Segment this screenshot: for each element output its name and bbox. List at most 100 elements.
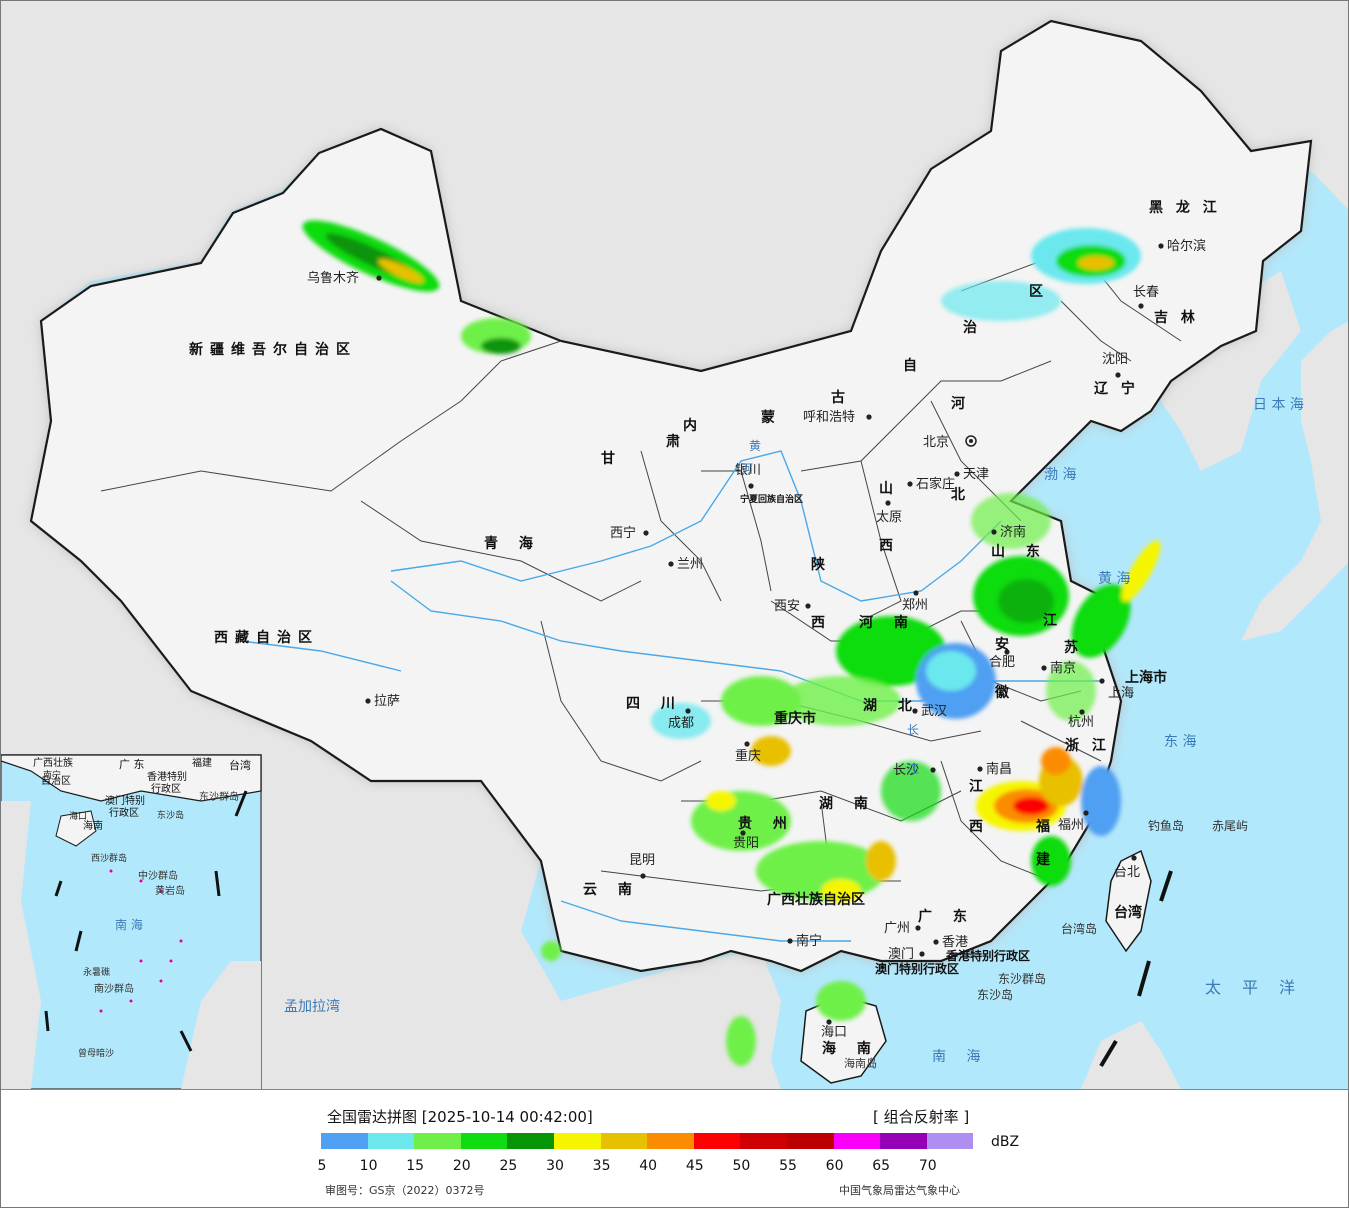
legend-tick-35: 35 (592, 1158, 611, 1174)
map-label-japan-sea: 日 本 海 (1253, 397, 1304, 413)
map-label-shaanxi1: 陕 (811, 556, 825, 573)
map-label-haikou: 海口 (821, 1025, 847, 1040)
map-label-xian: 西安 (774, 599, 800, 614)
map-label-huhehaote: 呼和浩特 (803, 410, 855, 425)
city-dot-nanning (787, 938, 793, 944)
city-dot-changchun (1138, 303, 1144, 309)
city-dot-chongqing-c (744, 741, 750, 747)
map-label-neimeng5: 治 (963, 319, 977, 336)
map-label-guiyang: 贵阳 (733, 836, 759, 851)
legend-swatch-45 (693, 1133, 741, 1149)
map-label-neimeng2: 蒙 (761, 409, 775, 426)
foreign-land-north (1, 1, 1348, 1089)
radar-echoes (302, 220, 1161, 1066)
legend-tick-20: 20 (452, 1158, 471, 1174)
city-dot-aomen (919, 951, 925, 957)
map-label-dongsha: 东沙群岛 (998, 971, 1046, 986)
map-label-i-macau2: 行政区 (109, 806, 139, 819)
map-label-i-guangdong: 广 东 (119, 758, 145, 771)
map-label-hefei: 合肥 (989, 655, 1015, 670)
map-label-chongqing-c: 重庆 (735, 748, 761, 764)
map-label-shaanxi2: 西 (811, 615, 825, 631)
map-label-yongshu: 永暑礁 (83, 966, 110, 978)
city-dot-chengdu (685, 708, 691, 714)
map-label-tianjin: 天津 (963, 467, 989, 482)
city-dot-nanchang (977, 766, 983, 772)
map-label-guangzhou: 广州 (884, 921, 910, 936)
map-label-inset-sea: 南 海 (115, 917, 143, 932)
map-label-neimeng1: 内 (683, 417, 697, 434)
map-label-taiyuan: 太原 (876, 510, 902, 525)
map-label-hangzhou: 杭州 (1068, 715, 1094, 730)
city-dot-kunming (640, 873, 646, 879)
map-label-bohai: 渤 海 (1044, 467, 1076, 483)
map-label-hubei: 湖 北 (863, 698, 920, 714)
taiwan-island (1105, 849, 1152, 953)
map-label-shenyang: 沈阳 (1102, 352, 1128, 367)
city-dot-harbin (1158, 243, 1164, 249)
foreign-land-philippines (1081, 1021, 1181, 1089)
map-label-guangxi: 广西壮族自治区 (767, 891, 865, 908)
city-dot-fuzhou (1083, 810, 1089, 816)
map-label-harbin: 哈尔滨 (1167, 238, 1206, 254)
legend-tick-5: 5 (317, 1158, 327, 1174)
map-label-jiangxi1: 江 (969, 778, 983, 795)
city-dot-nanjing (1041, 665, 1047, 671)
map-label-jiangxi2: 西 (969, 819, 983, 835)
legend-swatch-25 (507, 1133, 554, 1149)
map-label-shanghai: 上海市 (1125, 669, 1167, 686)
map-label-aomen: 澳门 (888, 946, 914, 962)
city-dot-taibei (1131, 855, 1137, 861)
map-label-hk: 香港特别行政区 (945, 948, 1030, 963)
map-label-shanghai-c: 上海 (1108, 686, 1134, 701)
map-label-liaoning: 辽 宁 (1094, 380, 1139, 397)
map-label-hongkong: 香港 (942, 935, 968, 950)
map-label-i-haikou: 海口 (69, 810, 87, 822)
map-label-su: 肃 (666, 433, 680, 450)
map-label-beijing: 北京 (923, 435, 949, 450)
legend-swatch-30 (553, 1133, 601, 1149)
map-label-xisha: 西沙群岛 (91, 852, 127, 864)
map-label-taibei: 台北 (1114, 865, 1140, 880)
map-label-heilongjiang: 黑 龙 江 (1149, 199, 1221, 216)
legend-tick-15: 15 (406, 1158, 425, 1174)
city-dot-jinan (991, 529, 997, 535)
legend-tick-65: 65 (872, 1158, 891, 1174)
legend-swatch-65 (880, 1133, 927, 1149)
map-label-urumqi: 乌鲁木齐 (307, 270, 359, 286)
map-label-nanjing: 南京 (1050, 660, 1076, 676)
map-label-nansha: 南沙群岛 (94, 982, 134, 995)
city-dot-xian (805, 603, 811, 609)
map-label-shanxi2: 西 (879, 538, 893, 554)
map-label-jiangsu1: 江 (1043, 612, 1057, 629)
map-label-neimeng3: 古 (831, 389, 845, 406)
map-label-huanghe2: 河 (741, 462, 753, 476)
south-china-sea-inset (1, 754, 262, 1089)
map-label-i-hainan: 海南 (83, 819, 103, 832)
map-label-huangyan: 黄岩岛 (155, 884, 185, 897)
legend-tick-50: 50 (732, 1158, 751, 1174)
city-dot-huhehaote (866, 414, 872, 420)
capital-marker-icon (965, 435, 977, 447)
radar-legend: 全国雷达拼图 [2025-10-14 00:42:00] [ 组合反射率 ] d… (1, 1089, 1348, 1207)
legend-product: [ 组合反射率 ] (873, 1108, 970, 1126)
map-label-zhengzhou: 郑州 (902, 598, 928, 613)
map-label-chongqing: 重庆市 (774, 710, 816, 727)
legend-tick-30: 30 (546, 1158, 564, 1174)
map-label-gansu: 甘 (601, 450, 615, 467)
city-dot-yinchuan (748, 483, 754, 489)
map-label-lanzhou: 兰州 (677, 557, 703, 572)
map-label-yunnan: 云 南 (583, 881, 640, 898)
map-label-kunming: 昆明 (629, 853, 655, 868)
legend-tick-60: 60 (825, 1158, 844, 1174)
city-dot-taiyuan (885, 500, 891, 506)
foreign-land-seasia (561, 951, 781, 1089)
legend-tick-45: 45 (685, 1158, 704, 1174)
city-dot-urumqi (376, 275, 382, 281)
map-label-i-guangxi: 广西壮族 (33, 756, 73, 769)
map-label-wuhan: 武汉 (921, 704, 947, 719)
capital-marker-dot (969, 439, 973, 443)
map-label-taiwan-isl: 台湾岛 (1061, 921, 1097, 936)
